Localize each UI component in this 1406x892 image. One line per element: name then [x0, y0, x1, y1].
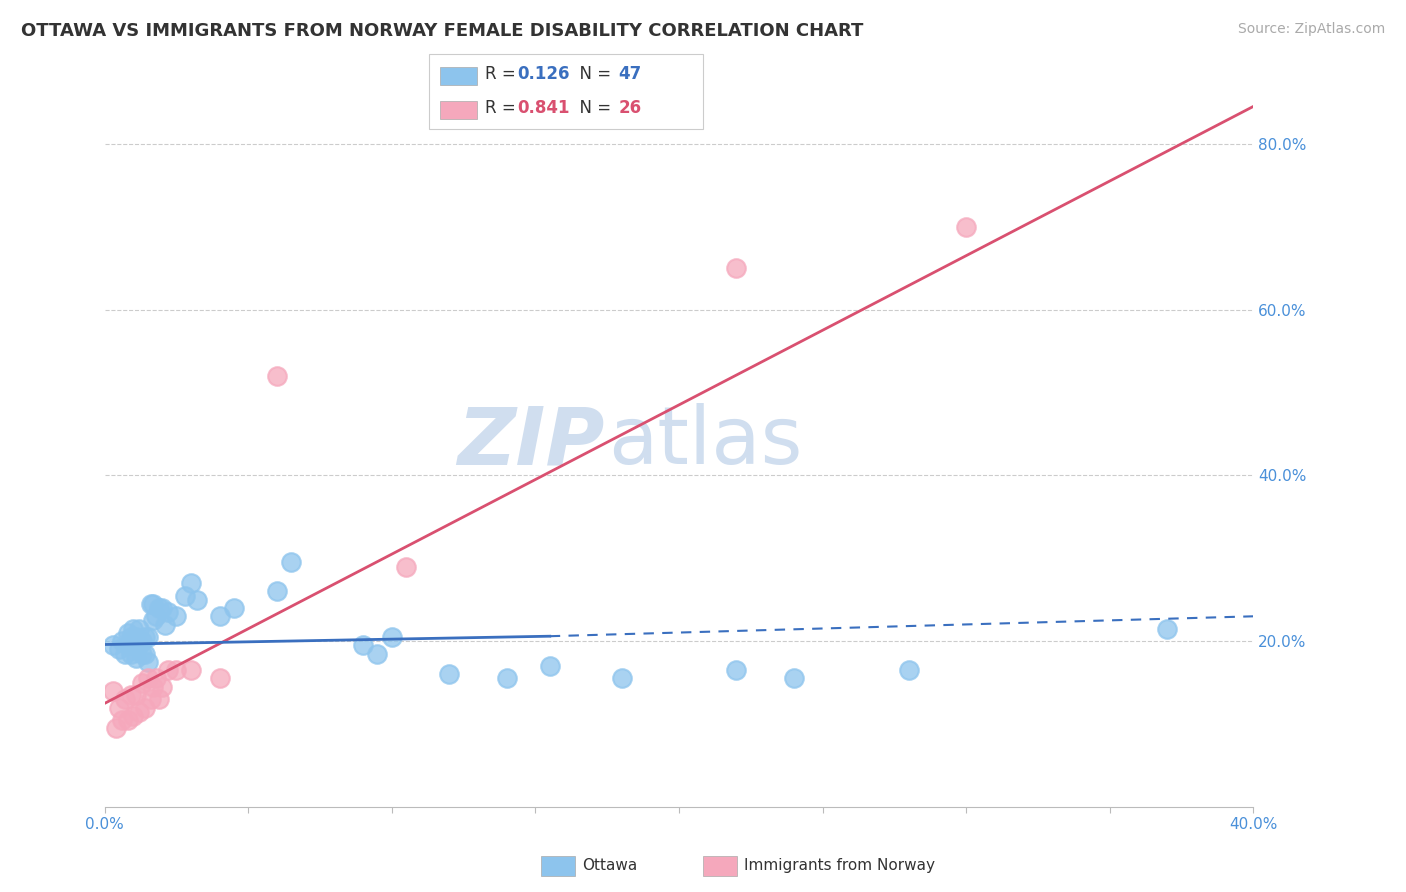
Point: [125, 630, 148, 644]
Point: [136, 655, 159, 669]
Point: [128, 622, 150, 636]
Point: [108, 700, 131, 714]
Point: [122, 622, 145, 636]
Point: [955, 219, 977, 234]
Point: [120, 647, 142, 661]
Text: atlas: atlas: [607, 403, 803, 481]
Point: [897, 663, 920, 677]
Point: [122, 708, 145, 723]
Point: [156, 663, 179, 677]
Point: [142, 614, 165, 628]
Point: [180, 576, 202, 591]
Point: [610, 672, 633, 686]
Text: N =: N =: [569, 99, 617, 117]
Text: ZIP: ZIP: [457, 403, 605, 481]
Point: [117, 626, 139, 640]
Point: [111, 634, 134, 648]
Point: [156, 605, 179, 619]
Point: [166, 663, 188, 677]
Point: [103, 638, 125, 652]
Point: [153, 617, 176, 632]
Text: Source: ZipAtlas.com: Source: ZipAtlas.com: [1237, 22, 1385, 37]
Point: [134, 630, 156, 644]
Point: [266, 584, 288, 599]
Point: [208, 609, 231, 624]
Point: [208, 672, 231, 686]
Point: [266, 368, 288, 383]
Point: [117, 638, 139, 652]
Point: [725, 663, 748, 677]
Point: [139, 692, 162, 706]
Point: [166, 609, 188, 624]
Point: [131, 675, 153, 690]
Point: [352, 638, 374, 652]
Point: [128, 705, 150, 719]
Text: 0.126: 0.126: [517, 65, 569, 83]
Text: Ottawa: Ottawa: [582, 858, 637, 872]
Point: [136, 630, 159, 644]
Point: [125, 688, 148, 702]
Point: [134, 647, 156, 661]
Point: [134, 700, 156, 714]
Point: [395, 559, 418, 574]
Text: N =: N =: [569, 65, 617, 83]
Point: [150, 680, 173, 694]
Text: 26: 26: [619, 99, 641, 117]
Point: [145, 609, 167, 624]
Text: 47: 47: [619, 65, 643, 83]
Point: [145, 672, 167, 686]
Point: [114, 692, 136, 706]
Point: [142, 680, 165, 694]
Point: [725, 261, 748, 276]
Point: [174, 589, 197, 603]
Point: [125, 650, 148, 665]
Point: [122, 638, 145, 652]
Point: [111, 713, 134, 727]
Point: [222, 601, 245, 615]
Point: [148, 601, 170, 615]
Point: [139, 597, 162, 611]
Point: [120, 688, 142, 702]
Point: [150, 601, 173, 615]
Point: [366, 647, 388, 661]
Point: [538, 659, 561, 673]
Text: OTTAWA VS IMMIGRANTS FROM NORWAY FEMALE DISABILITY CORRELATION CHART: OTTAWA VS IMMIGRANTS FROM NORWAY FEMALE …: [21, 22, 863, 40]
Text: R =: R =: [485, 65, 522, 83]
Point: [105, 721, 128, 735]
Point: [381, 630, 404, 644]
Point: [783, 672, 806, 686]
Point: [114, 647, 136, 661]
Point: [148, 692, 170, 706]
Point: [128, 638, 150, 652]
Point: [108, 642, 131, 657]
Point: [186, 592, 208, 607]
Point: [180, 663, 202, 677]
Point: [117, 713, 139, 727]
Point: [136, 672, 159, 686]
Point: [103, 684, 125, 698]
Point: [495, 672, 517, 686]
Point: [142, 597, 165, 611]
Point: [131, 634, 153, 648]
Point: [439, 667, 461, 681]
Point: [131, 647, 153, 661]
Point: [1156, 622, 1178, 636]
Point: [280, 556, 302, 570]
Text: 0.841: 0.841: [517, 99, 569, 117]
Point: [120, 630, 142, 644]
Text: Immigrants from Norway: Immigrants from Norway: [744, 858, 935, 872]
Text: R =: R =: [485, 99, 522, 117]
